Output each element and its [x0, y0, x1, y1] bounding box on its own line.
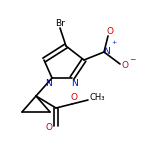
- Text: O: O: [71, 93, 78, 102]
- Text: O: O: [45, 123, 52, 133]
- Text: CH₃: CH₃: [89, 93, 105, 102]
- Text: Br: Br: [55, 19, 65, 28]
- Text: −: −: [129, 55, 135, 64]
- Text: N: N: [46, 79, 52, 88]
- Text: +: +: [111, 40, 117, 45]
- Text: O: O: [107, 26, 114, 36]
- Text: O: O: [121, 60, 128, 69]
- Text: N: N: [72, 79, 78, 88]
- Text: N: N: [103, 47, 109, 55]
